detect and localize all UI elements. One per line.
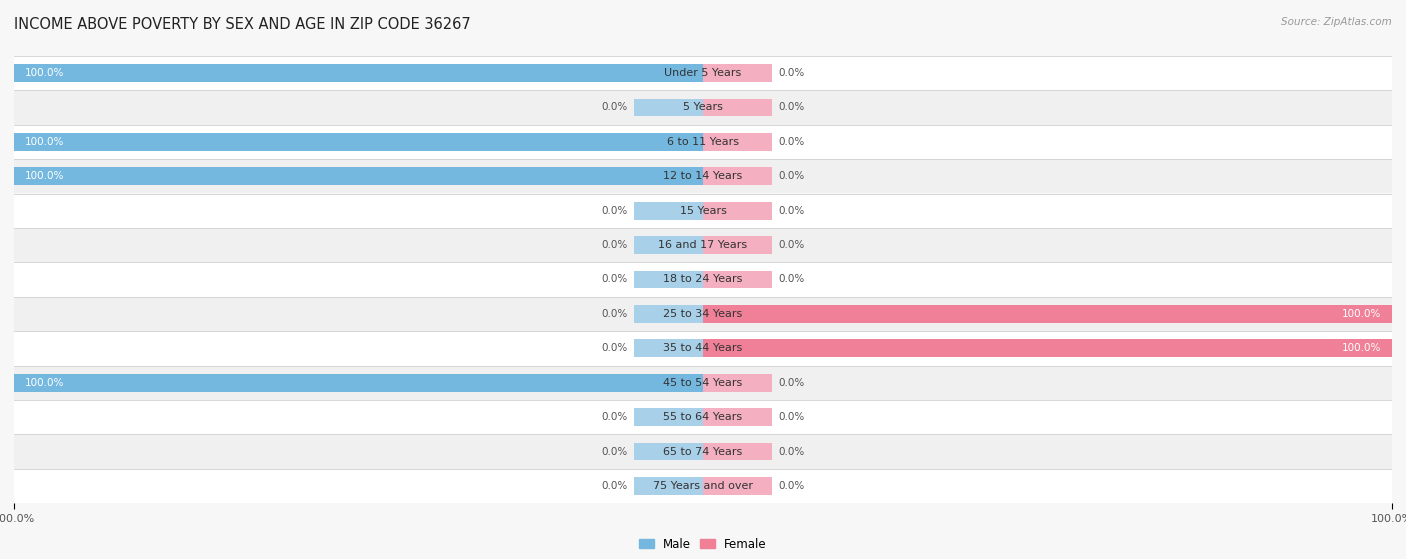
Bar [703,202,772,220]
Bar [634,98,703,116]
Bar [0,434,1406,468]
Text: 0.0%: 0.0% [600,412,627,422]
Text: 0.0%: 0.0% [600,240,627,250]
Text: 16 and 17 Years: 16 and 17 Years [658,240,748,250]
Text: 25 to 34 Years: 25 to 34 Years [664,309,742,319]
Text: 0.0%: 0.0% [779,447,806,457]
Text: 0.0%: 0.0% [600,343,627,353]
Bar [0,228,1406,262]
Text: 6 to 11 Years: 6 to 11 Years [666,137,740,147]
Bar [703,98,772,116]
Bar [634,236,703,254]
Text: 65 to 74 Years: 65 to 74 Years [664,447,742,457]
Bar [703,236,772,254]
Bar [0,297,1406,331]
Bar [0,366,1406,400]
Text: 75 Years and over: 75 Years and over [652,481,754,491]
Text: 0.0%: 0.0% [779,68,806,78]
Text: 12 to 14 Years: 12 to 14 Years [664,171,742,181]
Bar [634,271,703,288]
Bar [14,133,703,151]
Bar [703,64,772,82]
Text: 5 Years: 5 Years [683,102,723,112]
Text: 0.0%: 0.0% [779,274,806,285]
Bar [703,167,772,185]
Bar [0,400,1406,434]
Bar [634,408,703,426]
Text: 0.0%: 0.0% [779,102,806,112]
Text: 0.0%: 0.0% [600,206,627,216]
Text: 100.0%: 100.0% [24,171,63,181]
Bar [0,262,1406,297]
Bar [14,64,703,82]
Bar [634,202,703,220]
Text: 0.0%: 0.0% [600,447,627,457]
Bar [14,374,703,392]
Text: 35 to 44 Years: 35 to 44 Years [664,343,742,353]
Text: 0.0%: 0.0% [779,137,806,147]
Text: 55 to 64 Years: 55 to 64 Years [664,412,742,422]
Text: 15 Years: 15 Years [679,206,727,216]
Bar [0,193,1406,228]
Text: 100.0%: 100.0% [24,68,63,78]
Bar [703,477,772,495]
Text: 0.0%: 0.0% [779,240,806,250]
Bar [703,271,772,288]
Bar [703,374,772,392]
Text: 0.0%: 0.0% [600,274,627,285]
Bar [0,468,1406,503]
Text: 18 to 24 Years: 18 to 24 Years [664,274,742,285]
Text: 0.0%: 0.0% [779,378,806,388]
Bar [14,167,703,185]
Text: 0.0%: 0.0% [779,412,806,422]
Bar [634,477,703,495]
Text: 0.0%: 0.0% [779,206,806,216]
Text: 100.0%: 100.0% [1343,309,1382,319]
Text: 100.0%: 100.0% [24,378,63,388]
Bar [703,443,772,461]
Text: INCOME ABOVE POVERTY BY SEX AND AGE IN ZIP CODE 36267: INCOME ABOVE POVERTY BY SEX AND AGE IN Z… [14,17,471,32]
Bar [703,305,1392,323]
Text: Source: ZipAtlas.com: Source: ZipAtlas.com [1281,17,1392,27]
Bar [634,443,703,461]
Bar [703,408,772,426]
Text: 0.0%: 0.0% [779,171,806,181]
Bar [634,305,703,323]
Text: 100.0%: 100.0% [24,137,63,147]
Bar [0,56,1406,91]
Text: 45 to 54 Years: 45 to 54 Years [664,378,742,388]
Text: 0.0%: 0.0% [779,481,806,491]
Bar [0,125,1406,159]
Text: 0.0%: 0.0% [600,102,627,112]
Bar [634,339,703,357]
Legend: Male, Female: Male, Female [634,533,772,555]
Bar [0,331,1406,366]
Bar [0,159,1406,193]
Bar [703,133,772,151]
Bar [703,339,1392,357]
Text: 0.0%: 0.0% [600,309,627,319]
Text: 100.0%: 100.0% [1343,343,1382,353]
Bar [0,91,1406,125]
Text: Under 5 Years: Under 5 Years [665,68,741,78]
Text: 0.0%: 0.0% [600,481,627,491]
